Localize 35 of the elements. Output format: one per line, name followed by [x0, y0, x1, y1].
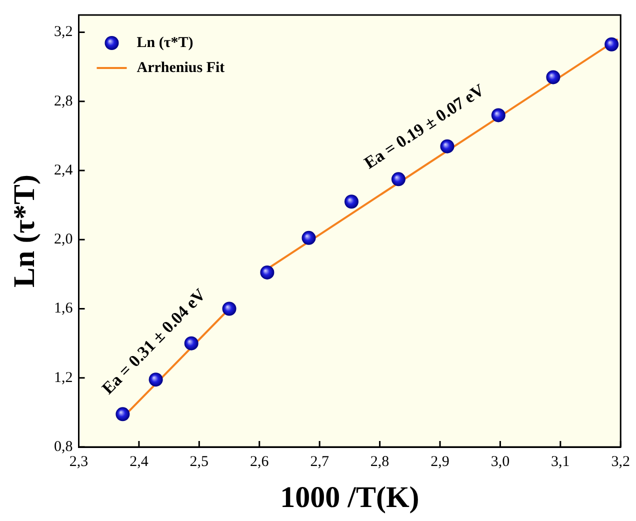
point [546, 70, 560, 84]
point [148, 372, 163, 387]
point [491, 108, 506, 122]
y-tick-label: 0,8 [54, 438, 73, 455]
point [184, 336, 198, 350]
x-tick-label: 3,1 [551, 454, 570, 470]
point [344, 194, 358, 209]
point [604, 37, 619, 52]
x-tick-label: 2,8 [370, 454, 390, 470]
y-tick-label: 2,0 [54, 232, 73, 248]
annotation: Ea = 0.31 ± 0.04 eV [98, 284, 210, 398]
x-tick-label: 2,5 [190, 454, 209, 470]
legend-label: Arrhenius Fit [136, 60, 225, 76]
x-tick-label: 2,9 [430, 454, 450, 470]
x-tick-label: 2,3 [69, 454, 88, 470]
x-tick-label: 3,0 [490, 454, 510, 470]
point [260, 265, 274, 280]
x-axis-title: 1000 /T(K) [280, 480, 420, 514]
x-tick-label: 2,7 [310, 454, 330, 470]
x-tick-label: 2,6 [250, 454, 270, 470]
legend-label: Ln (τ*T) [136, 34, 194, 51]
annotation: Ea = 0.19 ± 0.07 eV [360, 80, 488, 173]
y-tick-label: 1,6 [54, 300, 74, 317]
y-tick-label: 1,2 [54, 370, 73, 386]
y-tick-label: 2,8 [54, 93, 73, 110]
point [116, 407, 130, 422]
x-tick-label: 2,4 [130, 454, 149, 470]
point [440, 139, 454, 154]
y-axis-title: Ln (τ*T) [8, 174, 41, 288]
x-tick-label: 3,2 [611, 454, 630, 470]
y-tick-label: 3,2 [54, 24, 73, 40]
y-tick-label: 2,4 [54, 162, 74, 178]
point [302, 230, 316, 245]
point [391, 172, 406, 186]
point [222, 302, 236, 316]
